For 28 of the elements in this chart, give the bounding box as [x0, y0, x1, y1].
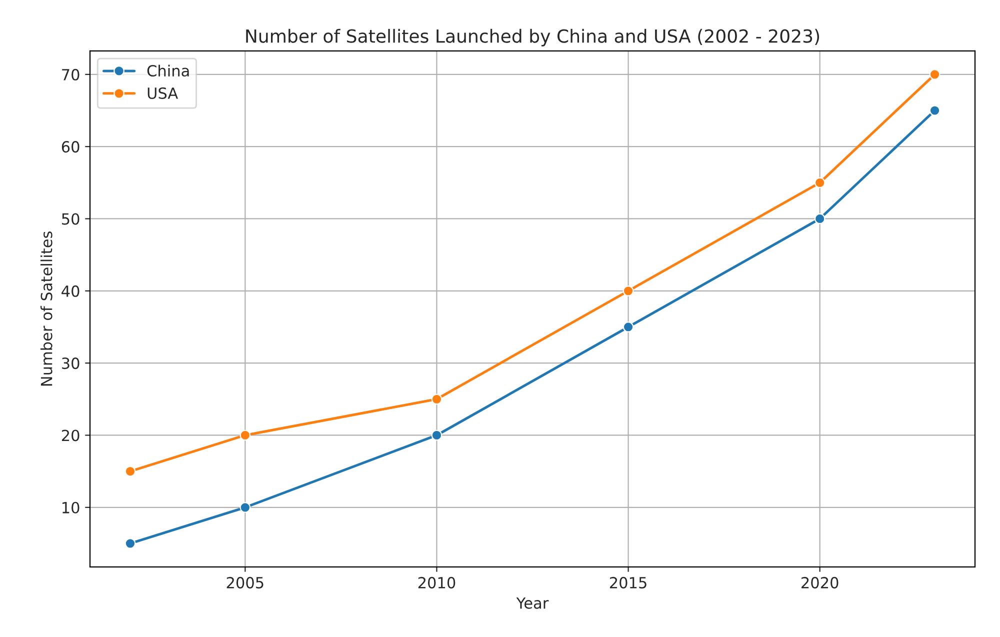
point: [240, 430, 251, 441]
x-tick-label: 2015: [610, 576, 646, 588]
y-tick-label: 40: [62, 285, 80, 297]
legend-label: USA: [148, 87, 178, 99]
y-tick-label: 30: [62, 358, 80, 370]
y-tick-label: 20: [62, 430, 80, 442]
x-axis-title: Year: [516, 597, 549, 609]
x-tick-label: 2020: [802, 576, 838, 588]
chart-title: Number of Satellites Launched by China and USA (2002 - 2023): [246, 28, 820, 46]
point: [124, 538, 136, 549]
point: [929, 68, 940, 80]
x-tick-label: 2010: [418, 576, 456, 588]
y-tick-label: 10: [62, 502, 80, 514]
point: [124, 466, 136, 477]
point: [814, 213, 826, 224]
point: [431, 430, 442, 441]
x-tick-label: 2005: [226, 576, 264, 588]
point: [622, 322, 634, 332]
y-tick-label: 50: [62, 213, 80, 225]
point: [622, 285, 634, 296]
point: [814, 177, 826, 188]
point: [240, 502, 251, 513]
point: [431, 394, 442, 405]
point: [929, 105, 940, 116]
y-tick-label: 60: [62, 141, 80, 153]
y-tick-label: 70: [62, 68, 80, 80]
legend-label: China: [147, 64, 189, 77]
y-axis-title: Number of Satellites: [40, 232, 52, 386]
